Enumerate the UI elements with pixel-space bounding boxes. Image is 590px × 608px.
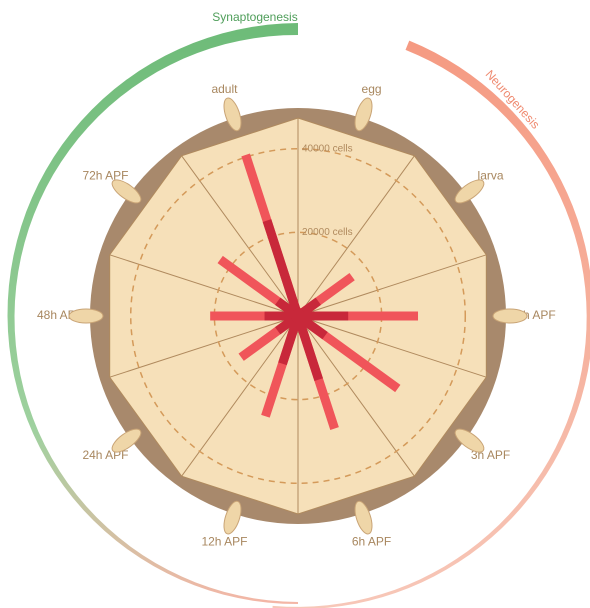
stage-label: larva <box>478 168 504 182</box>
stage-icon <box>111 428 142 453</box>
spoke <box>297 315 415 477</box>
spoke <box>181 315 299 477</box>
spoke <box>109 254 299 317</box>
spoke <box>109 315 299 378</box>
stage-label: egg <box>362 82 382 96</box>
stage-icon <box>68 308 104 324</box>
spoke <box>297 315 487 378</box>
bar <box>262 219 303 318</box>
tick-label: 20000 cells <box>302 227 353 238</box>
stage-icon <box>454 179 485 204</box>
stage-icon <box>111 179 142 204</box>
stage-icon <box>223 500 242 535</box>
stage-label: adult <box>211 82 238 96</box>
tick-label: 40000 cells <box>302 143 353 154</box>
stage-icon <box>454 428 485 453</box>
spoke <box>297 254 487 317</box>
spoke <box>297 155 415 317</box>
stage-icon <box>492 308 528 324</box>
stage-icon <box>354 97 373 132</box>
stage-icon <box>223 97 242 132</box>
stage-icon <box>354 500 373 535</box>
bar <box>278 314 303 366</box>
spoke <box>181 155 299 317</box>
stage-label: 12h APF <box>201 535 247 549</box>
stage-label: 6h APF <box>352 535 391 549</box>
grid-circle <box>129 147 467 485</box>
stage-label: 72h APF <box>82 168 128 182</box>
bar <box>293 314 323 382</box>
hub <box>291 309 305 323</box>
phase-label: Synaptogenesis <box>212 10 297 24</box>
